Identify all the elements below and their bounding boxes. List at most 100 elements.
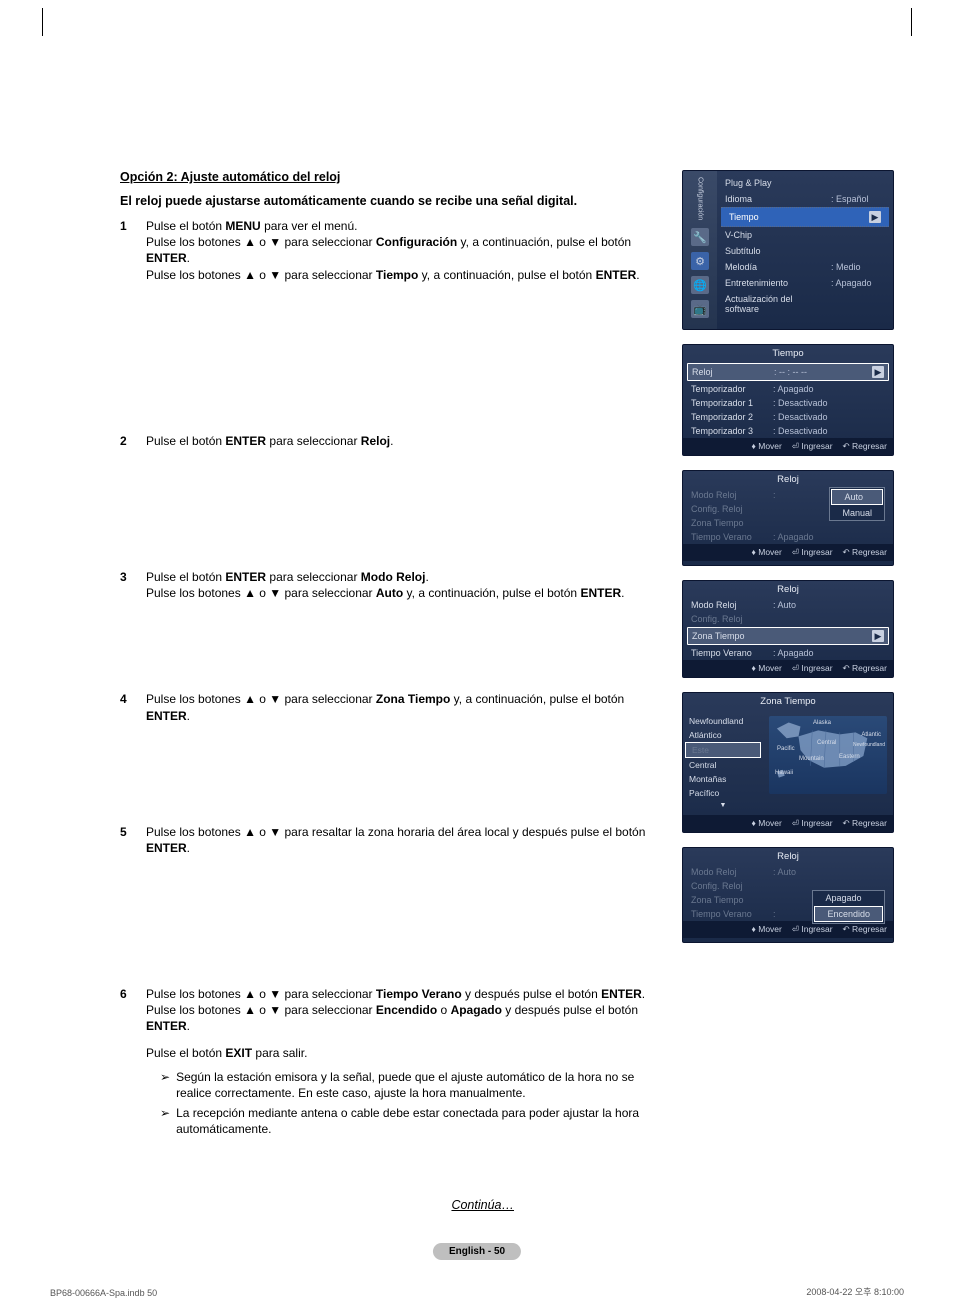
timezone-map: Alaska Pacific Mountain Central Eastern …	[769, 716, 887, 794]
step-body: Pulse el botón ENTER para seleccionar Re…	[146, 433, 664, 449]
map-label: Pacific	[777, 746, 795, 752]
manual-page: Opción 2: Ajuste automático del reloj El…	[0, 0, 954, 1310]
osd-title: Tiempo	[683, 345, 893, 362]
osd-row[interactable]: Tiempo Verano: Apagado	[683, 646, 893, 660]
map-svg	[769, 716, 887, 794]
step-body: Pulse el botón ENTER para seleccionar Mo…	[146, 569, 664, 601]
config-item[interactable]: V-Chip	[717, 227, 893, 243]
ingresar-hint: ⏎ Ingresar	[792, 924, 833, 935]
osd-reloj-mode-panel: Reloj Modo Reloj:Config. RelojZona Tiemp…	[682, 470, 894, 566]
osd-reloj-dst-panel: Reloj Modo Reloj: AutoConfig. RelojZona …	[682, 847, 894, 943]
step-2: 2 Pulse el botón ENTER para seleccionar R…	[120, 433, 664, 449]
config-item[interactable]: Actualización del software	[717, 291, 893, 317]
mode-dropdown[interactable]: AutoManual	[829, 487, 885, 521]
mover-hint: ♦ Mover	[752, 663, 782, 674]
dropdown-option[interactable]: Auto	[831, 489, 883, 505]
regresar-hint: ↶ Regresar	[843, 547, 887, 558]
osd-footer: ♦ Mover ⏎ Ingresar ↶ Regresar	[683, 438, 893, 455]
regresar-hint: ↶ Regresar	[843, 924, 887, 935]
step-6: 6Pulse los botones ▲ o ▼ para selecciona…	[120, 986, 664, 1138]
osd-row[interactable]: Modo Reloj: Auto	[683, 598, 893, 612]
map-label: Hawaii	[775, 770, 793, 776]
option-title: Opción 2: Ajuste automático del reloj	[120, 170, 664, 184]
map-label: Newfoundland	[853, 742, 885, 748]
step-1: 1Pulse el botón MENU para ver el menú.Pu…	[120, 218, 664, 283]
osd-sidebar: Configuración 🔧 ⚙ 🌐 📺	[683, 171, 717, 329]
tool-icon: 🔧	[691, 228, 709, 246]
instructions-column: Opción 2: Ajuste automático del reloj El…	[120, 170, 664, 1212]
osd-footer: ♦ Mover ⏎ Ingresar ↶ Regresar	[683, 544, 893, 561]
note: ➢La recepción mediante antena o cable de…	[146, 1105, 664, 1137]
step-number: 1	[120, 218, 132, 283]
footer-filename: BP68-00666A-Spa.indb 50	[50, 1288, 157, 1298]
scroll-down-icon: ▼	[683, 800, 763, 811]
osd-title: Zona Tiempo	[683, 693, 893, 710]
dropdown-option[interactable]: Manual	[830, 506, 884, 520]
step-number: 3	[120, 569, 132, 601]
osd-reloj-zona-panel: Reloj Modo Reloj: AutoConfig. RelojZona …	[682, 580, 894, 678]
timezone-item[interactable]: Pacífico	[683, 786, 763, 800]
mover-hint: ♦ Mover	[752, 441, 782, 452]
step-body: Pulse los botones ▲ o ▼ para seleccionar…	[146, 986, 664, 1138]
config-item[interactable]: Plug & Play	[717, 175, 893, 191]
footer-timestamp: 2008-04-22 오후 8:10:00	[806, 1285, 904, 1298]
timezone-item[interactable]: Central	[683, 758, 763, 772]
step-5: 5Pulse los botones ▲ o ▼ para resaltar l…	[120, 824, 664, 856]
config-item[interactable]: Idioma: Español	[717, 191, 893, 207]
mover-hint: ♦ Mover	[752, 547, 782, 558]
osd-title: Reloj	[683, 848, 893, 865]
continues-label: Continúa…	[120, 1198, 664, 1212]
osd-row[interactable]: Zona Tiempo▶	[687, 627, 889, 645]
config-item[interactable]: Tiempo▶	[721, 207, 889, 227]
timezone-item[interactable]: Montañas	[683, 772, 763, 786]
osd-footer: ♦ Mover ⏎ Ingresar ↶ Regresar	[683, 660, 893, 677]
step-number: 2	[120, 433, 132, 449]
dst-dropdown[interactable]: ApagadoEncendido	[812, 890, 885, 924]
ingresar-hint: ⏎ Ingresar	[792, 441, 833, 452]
config-item[interactable]: Melodía: Medio	[717, 259, 893, 275]
step-number: 4	[120, 691, 132, 723]
step-body: Pulse los botones ▲ o ▼ para resaltar la…	[146, 824, 664, 856]
osd-config-panel: Configuración 🔧 ⚙ 🌐 📺 Plug & PlayIdioma:…	[682, 170, 894, 330]
step-body: Pulse el botón MENU para ver el menú.Pul…	[146, 218, 664, 283]
osd-row[interactable]: Tiempo Verano: Apagado	[683, 530, 893, 544]
osd-zonatiempo-panel: Zona Tiempo NewfoundlandAtlánticoEsteCen…	[682, 692, 894, 833]
step-body: Pulse los botones ▲ o ▼ para seleccionar…	[146, 691, 664, 723]
osd-row[interactable]: Temporizador: Apagado	[683, 382, 893, 396]
mover-hint: ♦ Mover	[752, 924, 782, 935]
sidebar-label: Configuración	[697, 175, 704, 222]
dropdown-option[interactable]: Apagado	[813, 891, 884, 905]
osd-row[interactable]: Modo Reloj: Auto	[683, 865, 893, 879]
config-item[interactable]: Entretenimiento: Apagado	[717, 275, 893, 291]
osd-row[interactable]: Reloj: -- : -- --▶	[687, 363, 889, 381]
note: ➢Según la estación emisora y la señal, p…	[146, 1069, 664, 1101]
timezone-item[interactable]: Newfoundland	[683, 714, 763, 728]
page-number: English - 50	[433, 1243, 521, 1260]
map-label: Mountain	[799, 756, 824, 762]
step-number: 6	[120, 986, 132, 1138]
map-label: Atlantic	[861, 732, 881, 738]
regresar-hint: ↶ Regresar	[843, 663, 887, 674]
mover-hint: ♦ Mover	[752, 818, 782, 829]
ingresar-hint: ⏎ Ingresar	[792, 547, 833, 558]
globe-icon: 🌐	[691, 276, 709, 294]
step-3: 3 Pulse el botón ENTER para seleccionar M…	[120, 569, 664, 601]
config-item[interactable]: Subtítulo	[717, 243, 893, 259]
osd-title: Reloj	[683, 581, 893, 598]
map-label: Central	[817, 740, 836, 746]
map-label: Eastern	[839, 754, 860, 760]
regresar-hint: ↶ Regresar	[843, 818, 887, 829]
intro-text: El reloj puede ajustarse automáticamente…	[120, 194, 664, 208]
osd-row[interactable]: Temporizador 3: Desactivado	[683, 424, 893, 438]
osd-column: Configuración 🔧 ⚙ 🌐 📺 Plug & PlayIdioma:…	[682, 170, 894, 1212]
gear-icon: ⚙	[691, 252, 709, 270]
timezone-item[interactable]: Atlántico	[683, 728, 763, 742]
map-label: Alaska	[813, 720, 831, 726]
timezone-item[interactable]: Este	[685, 742, 761, 758]
osd-row[interactable]: Temporizador 2: Desactivado	[683, 410, 893, 424]
ingresar-hint: ⏎ Ingresar	[792, 663, 833, 674]
dropdown-option[interactable]: Encendido	[814, 906, 883, 922]
osd-row[interactable]: Config. Reloj	[683, 612, 893, 626]
timezone-list[interactable]: NewfoundlandAtlánticoEsteCentralMontañas…	[683, 710, 763, 815]
osd-row[interactable]: Temporizador 1: Desactivado	[683, 396, 893, 410]
